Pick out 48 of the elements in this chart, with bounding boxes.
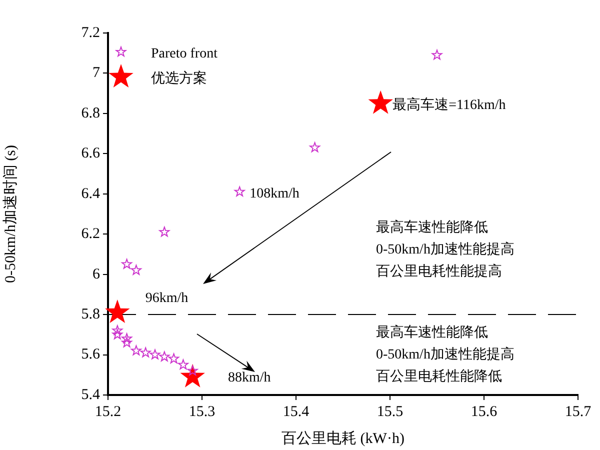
y-tick-label: 5.6 — [81, 346, 100, 363]
annotation: 96km/h — [145, 291, 188, 306]
x-tick-label: 15.7 — [564, 404, 592, 420]
y-tick-label: 7 — [92, 65, 100, 82]
annotation: 88km/h — [228, 370, 271, 386]
annotation: 108km/h — [250, 186, 300, 202]
y-axis-title: 0-50km/h加速时间 (s) — [2, 145, 19, 283]
legend-label: 优选方案 — [151, 70, 207, 87]
annotation: 最高车速性能降低 — [376, 220, 488, 236]
point — [168, 353, 180, 364]
point — [432, 50, 442, 60]
annotation: 最高车速=116km/h — [392, 97, 506, 114]
y-tick-label: 7.2 — [81, 24, 100, 41]
x-tick-label: 15.4 — [282, 404, 310, 420]
point — [368, 90, 393, 114]
annotation: 最高车速性能降低 — [376, 324, 488, 341]
point — [112, 329, 123, 340]
y-tick-label: 5.8 — [81, 306, 100, 322]
point — [105, 300, 130, 324]
x-tick-label: 15.3 — [188, 404, 216, 420]
annotation: 0-50km/h加速性能提高 — [376, 346, 514, 363]
point — [310, 142, 320, 152]
x-axis-title: 百公里电耗 (kW·h) — [282, 430, 404, 447]
point — [122, 337, 132, 348]
point — [112, 325, 123, 336]
point — [150, 349, 160, 360]
x-tick-label: 15.6 — [470, 404, 498, 420]
annotation: 0-50km/h加速性能提高 — [376, 242, 514, 258]
y-tick-label: 5.4 — [81, 386, 100, 403]
point — [122, 333, 132, 344]
annotation: 百公里电耗性能提高 — [376, 264, 502, 280]
x-tick-label: 15.2 — [94, 404, 122, 420]
point — [130, 264, 142, 275]
point — [159, 351, 170, 362]
point — [122, 258, 132, 269]
x-tick-label: 15.5 — [376, 404, 404, 420]
point — [178, 359, 188, 370]
point — [234, 186, 245, 196]
legend-label: Pareto front — [151, 46, 218, 62]
y-tick-label: 6 — [92, 266, 100, 282]
y-tick-label: 6.4 — [81, 186, 100, 202]
y-tick-label: 6.2 — [81, 226, 100, 242]
point — [130, 345, 142, 356]
y-tick-label: 6.6 — [81, 146, 100, 162]
y-tick-label: 6.8 — [81, 105, 100, 122]
point — [159, 226, 170, 237]
annotation: 百公里电耗性能降低 — [376, 368, 502, 385]
point — [140, 347, 151, 358]
